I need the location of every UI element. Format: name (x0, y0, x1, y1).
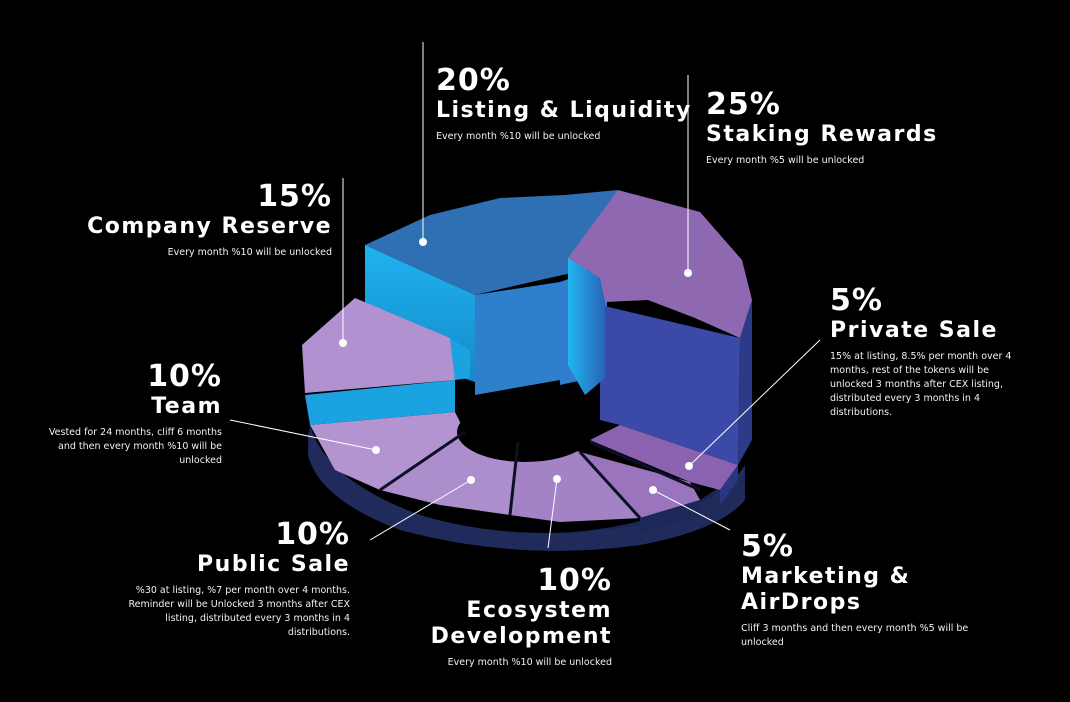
listing-name: Listing & Liquidity (436, 98, 692, 123)
team-percent: 10% (147, 359, 222, 394)
private-percent: 5% (830, 283, 883, 318)
marketing-desc: Cliff 3 months and then every month %5 w… (741, 623, 969, 648)
team-desc: Vested for 24 months, cliff 6 months and… (48, 427, 222, 466)
staking-name: Staking Rewards (706, 122, 938, 147)
label-marketing-airdrops: 5% Marketing & AirDrops Cliff 3 months a… (741, 530, 1031, 650)
marketing-percent: 5% (741, 529, 794, 564)
slice-private-sale (590, 425, 738, 505)
slice-company-reserve (302, 298, 470, 393)
listing-desc: Every month %10 will be unlocked (436, 131, 601, 142)
pie-base-ring (308, 425, 745, 551)
company-name: Company Reserve (87, 214, 332, 239)
staking-percent: 25% (706, 87, 781, 122)
leader-dots (339, 238, 693, 494)
label-company-reserve: 15% Company Reserve Every month %10 will… (80, 180, 332, 260)
ecosystem-name: Ecosystem Development (430, 598, 612, 649)
ecosystem-desc: Every month %10 will be unlocked (447, 657, 612, 668)
public-name: Public Sale (197, 552, 350, 577)
slice-separators (379, 430, 701, 520)
team-name: Team (151, 394, 222, 419)
slice-team (305, 380, 465, 490)
marketing-name: Marketing & AirDrops (741, 564, 911, 615)
slice-marketing-airdrops (580, 452, 700, 532)
company-percent: 15% (257, 179, 332, 214)
staking-desc: Every month %5 will be unlocked (706, 155, 865, 166)
label-team: 10% Team Vested for 24 months, cliff 6 m… (40, 360, 222, 468)
public-desc: %30 at listing, %7 per month over 4 mont… (128, 585, 350, 638)
label-public-sale: 10% Public Sale %30 at listing, %7 per m… (112, 518, 350, 640)
public-percent: 10% (275, 517, 350, 552)
private-name: Private Sale (830, 318, 998, 343)
private-desc: 15% at listing, 8.5% per month over 4 mo… (830, 351, 1012, 418)
company-desc: Every month %10 will be unlocked (167, 247, 332, 258)
slice-staking-rewards (568, 190, 752, 465)
ecosystem-percent: 10% (537, 563, 612, 598)
donut-hole (457, 402, 593, 462)
leader-lines (229, 42, 821, 549)
label-private-sale: 5% Private Sale 15% at listing, 8.5% per… (830, 284, 1020, 420)
label-listing-liquidity: 20% Listing & Liquidity Every month %10 … (436, 64, 696, 144)
listing-percent: 20% (436, 63, 511, 98)
label-staking-rewards: 25% Staking Rewards Every month %5 will … (706, 88, 1006, 168)
label-ecosystem-development: 10% Ecosystem Development Every month %1… (412, 564, 612, 670)
